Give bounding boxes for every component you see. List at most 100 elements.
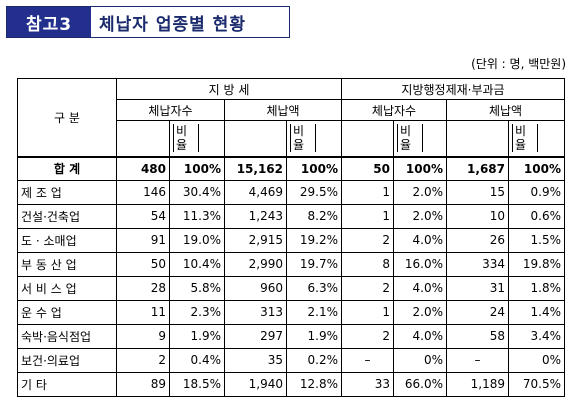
- local-amount-cell: 2,990: [224, 251, 287, 277]
- admin-count-ratio-cell: 4.0%: [393, 275, 447, 301]
- local-count-header: 체납자수: [116, 99, 225, 121]
- row-label: 보건·의료업: [17, 347, 117, 373]
- local-amount-ratio-cell: 29.5%: [286, 179, 342, 205]
- admin-amount-ratio-cell: 19.8%: [508, 251, 565, 277]
- admin-amount-cell: 58: [446, 323, 509, 349]
- local-count-cell: 54: [116, 203, 170, 229]
- table-row: 부 동 산 업 50 10.4% 2,990 19.7% 8 16.0% 334 19.8%: [17, 251, 565, 277]
- admin-amount-cell: 26: [446, 227, 509, 253]
- total-row: 합 계 480 100% 15,162 100% 50 100% 1,687 100%: [17, 155, 565, 181]
- local-count-cell: 91: [116, 227, 170, 253]
- group-header-admin-charges: 지방행정제재·부과금: [341, 78, 565, 100]
- admin-amount-ratio-cell: 70.5%: [508, 371, 565, 397]
- local-amount-cell: 4,469: [224, 179, 287, 205]
- admin-amount-header: 체납액: [446, 99, 565, 121]
- row-label: 합 계: [17, 155, 117, 181]
- admin-count-ratio-cell: 0%: [393, 347, 447, 373]
- local-amount-ratio-cell: 12.8%: [286, 371, 342, 397]
- local-count-cell: 50: [116, 251, 170, 277]
- admin-count-ratio-cell: 2.0%: [393, 179, 447, 205]
- category-header: 구 분: [17, 78, 117, 157]
- admin-count-cell: 2: [341, 323, 394, 349]
- local-count-ratio-cell: 18.5%: [169, 371, 225, 397]
- status-table: 구 분 지 방 세 지방행정제재·부과금 체납자수 체납액 체납자수 체납액 비…: [17, 78, 565, 397]
- admin-amount-ratio-cell: 0%: [508, 347, 565, 373]
- admin-count-ratio-cell: 4.0%: [393, 227, 447, 253]
- local-count-ratio-cell: 100%: [169, 155, 225, 181]
- table-row: 도 · 소매업 91 19.0% 2,915 19.2% 2 4.0% 26 1.5%: [17, 227, 565, 253]
- local-count-ratio-cell: 11.3%: [169, 203, 225, 229]
- admin-count-ratio-cell: 66.0%: [393, 371, 447, 397]
- local-amount-cell: 297: [224, 323, 287, 349]
- row-label: 숙박·음식점업: [17, 323, 117, 349]
- admin-amount-ratio-cell: 100%: [508, 155, 565, 181]
- local-amount-ratio-cell: 100%: [286, 155, 342, 181]
- admin-amount-cell: –: [446, 347, 509, 373]
- local-count-cell: 2: [116, 347, 170, 373]
- admin-count-ratio-cell: 4.0%: [393, 323, 447, 349]
- row-label: 운 수 업: [17, 299, 117, 325]
- admin-count-cell: –: [341, 347, 394, 373]
- local-count-ratio-cell: 19.0%: [169, 227, 225, 253]
- local-count-cell: 9: [116, 323, 170, 349]
- local-amount-ratio-cell: 6.3%: [286, 275, 342, 301]
- admin-count-ratio-cell: 16.0%: [393, 251, 447, 277]
- local-amount-cell: 313: [224, 299, 287, 325]
- admin-count-ratio-cell: 100%: [393, 155, 447, 181]
- local-amount-ratio-cell: 0.2%: [286, 347, 342, 373]
- table-row: 숙박·음식점업 9 1.9% 297 1.9% 2 4.0% 58 3.4%: [17, 323, 565, 349]
- local-count-ratio-cell: 30.4%: [169, 179, 225, 205]
- admin-amount-ratio-cell: 1.5%: [508, 227, 565, 253]
- admin-amount-cell: 31: [446, 275, 509, 301]
- title-banner: 참고3 체납자 업종별 현황: [6, 6, 290, 38]
- admin-amount-ratio-cell: 1.4%: [508, 299, 565, 325]
- table-row: 보건·의료업 2 0.4% 35 0.2% –0% –0%: [17, 347, 565, 373]
- admin-amount-ratio-cell: 0.6%: [508, 203, 565, 229]
- admin-count-header: 체납자수: [341, 99, 447, 121]
- local-amount-ratio-cell: 19.7%: [286, 251, 342, 277]
- local-count-cell: 480: [116, 155, 170, 181]
- row-label: 부 동 산 업: [17, 251, 117, 277]
- local-count-ratio-cell: 1.9%: [169, 323, 225, 349]
- row-label: 제 조 업: [17, 179, 117, 205]
- admin-count-cell: 33: [341, 371, 394, 397]
- local-count-cell: 146: [116, 179, 170, 205]
- admin-amount-cell: 1,189: [446, 371, 509, 397]
- admin-amount-cell: 15: [446, 179, 509, 205]
- admin-amount-ratio-cell: 0.9%: [508, 179, 565, 205]
- admin-amount-ratio-cell: 3.4%: [508, 323, 565, 349]
- admin-count-cell: 2: [341, 227, 394, 253]
- row-label: 도 · 소매업: [17, 227, 117, 253]
- table-row: 제 조 업 146 30.4% 4,469 29.5% 1 2.0% 15 0.9%: [17, 179, 565, 205]
- admin-amount-ratio-cell: 1.8%: [508, 275, 565, 301]
- local-count-cell: 89: [116, 371, 170, 397]
- admin-amount-cell: 1,687: [446, 155, 509, 181]
- unit-note: (단위 : 명, 백만원): [471, 57, 566, 71]
- page-title: 체납자 업종별 현황: [99, 14, 246, 35]
- admin-amount-cell: 334: [446, 251, 509, 277]
- local-amount-cell: 960: [224, 275, 287, 301]
- table-row: 기 타 89 18.5% 1,940 12.8% 33 66.0% 1,189 70.5%: [17, 371, 565, 397]
- table-row: 건설·건축업 54 11.3% 1,243 8.2% 1 2.0% 10 0.6%: [17, 203, 565, 229]
- local-amount-ratio-cell: 19.2%: [286, 227, 342, 253]
- row-label: 기 타: [17, 371, 117, 397]
- local-amount-cell: 15,162: [224, 155, 287, 181]
- admin-count-cell: 2: [341, 275, 394, 301]
- local-count-ratio-cell: 2.3%: [169, 299, 225, 325]
- local-amount-cell: 35: [224, 347, 287, 373]
- local-count-ratio-cell: 0.4%: [169, 347, 225, 373]
- local-amount-ratio-cell: 2.1%: [286, 299, 342, 325]
- table-row: 운 수 업 11 2.3% 313 2.1% 1 2.0% 24 1.4%: [17, 299, 565, 325]
- admin-count-cell: 50: [341, 155, 394, 181]
- local-amount-ratio-cell: 8.2%: [286, 203, 342, 229]
- admin-amount-cell: 10: [446, 203, 509, 229]
- row-label: 서 비 스 업: [17, 275, 117, 301]
- admin-count-ratio-cell: 2.0%: [393, 299, 447, 325]
- local-amount-cell: 1,940: [224, 371, 287, 397]
- local-count-ratio-cell: 5.8%: [169, 275, 225, 301]
- admin-count-cell: 8: [341, 251, 394, 277]
- title-tag: 참고3: [7, 7, 91, 37]
- local-count-cell: 28: [116, 275, 170, 301]
